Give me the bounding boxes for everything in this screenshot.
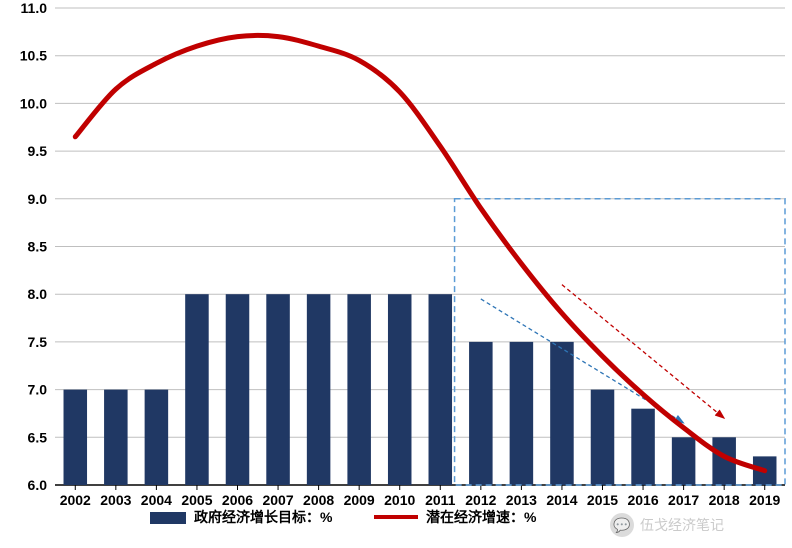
legend-label-line: 潜在经济增速：% — [426, 509, 537, 525]
y-tick-label: 6.5 — [28, 429, 48, 445]
x-tick-label: 2014 — [546, 492, 577, 508]
x-tick-label: 2007 — [262, 492, 293, 508]
bar — [104, 390, 128, 485]
y-tick-label: 9.5 — [28, 143, 48, 159]
y-tick-label: 6.0 — [28, 477, 48, 493]
bar — [64, 390, 88, 485]
x-tick-label: 2003 — [100, 492, 131, 508]
x-tick-label: 2016 — [627, 492, 658, 508]
bar — [145, 390, 169, 485]
x-tick-label: 2011 — [425, 492, 456, 508]
legend-swatch-bar — [150, 512, 186, 524]
x-tick-label: 2004 — [141, 492, 172, 508]
y-tick-label: 8.5 — [28, 239, 48, 255]
bar — [469, 342, 493, 485]
y-tick-label: 10.5 — [20, 48, 47, 64]
y-tick-label: 7.0 — [28, 382, 48, 398]
y-tick-label: 9.0 — [28, 191, 48, 207]
x-tick-label: 2012 — [465, 492, 496, 508]
bar — [631, 409, 655, 485]
bar — [347, 294, 371, 485]
x-tick-label: 2002 — [60, 492, 91, 508]
bar — [672, 437, 696, 485]
bar — [226, 294, 250, 485]
watermark-icon-glyph: 💬 — [613, 517, 631, 534]
x-tick-label: 2005 — [181, 492, 212, 508]
chart-svg: 6.0 6.5 7.0 7.5 8.0 8.5 9.0 9.5 10.0 10.5 11.0 2002… — [0, 0, 792, 548]
x-tick-label: 2017 — [668, 492, 699, 508]
bar — [510, 342, 534, 485]
bar — [185, 294, 209, 485]
bar — [550, 342, 574, 485]
bar — [591, 390, 615, 485]
x-tick-label: 2006 — [222, 492, 253, 508]
x-tick-label: 2010 — [384, 492, 415, 508]
bar — [429, 294, 453, 485]
watermark-text: 伍戈经济笔记 — [640, 517, 724, 533]
legend-label-bar: 政府经济增长目标：% — [194, 509, 333, 525]
x-tick-label: 2015 — [587, 492, 618, 508]
x-tick-label: 2019 — [749, 492, 780, 508]
bar — [266, 294, 290, 485]
y-tick-label: 7.5 — [28, 334, 48, 350]
x-tick-label: 2009 — [344, 492, 375, 508]
y-tick-label: 8.0 — [28, 286, 48, 302]
x-tick-label: 2013 — [506, 492, 537, 508]
x-tick-label: 2008 — [303, 492, 334, 508]
y-tick-label: 11.0 — [21, 0, 48, 16]
chart-container: 6.0 6.5 7.0 7.5 8.0 8.5 9.0 9.5 10.0 10.5 11.0 2002… — [0, 0, 792, 548]
x-tick-label: 2018 — [709, 492, 740, 508]
y-tick-label: 10.0 — [20, 95, 47, 111]
bar — [307, 294, 331, 485]
bar — [388, 294, 412, 485]
